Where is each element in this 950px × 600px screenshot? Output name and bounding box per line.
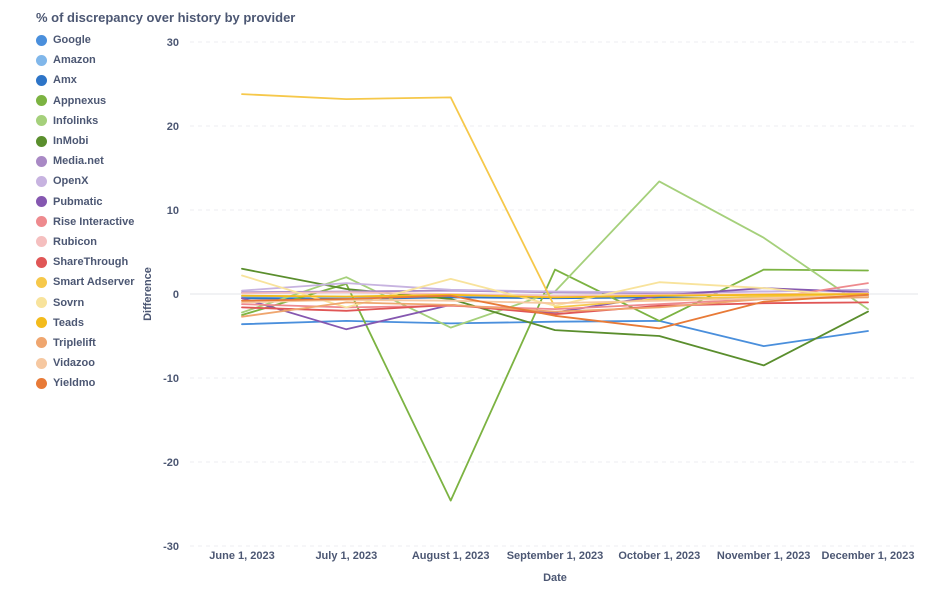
- x-tick-label: July 1, 2023: [315, 550, 377, 562]
- x-tick-label: August 1, 2023: [412, 550, 490, 562]
- legend-label: Vidazoo: [53, 357, 95, 370]
- y-tick-label: -20: [163, 457, 179, 469]
- legend-dot-icon: [36, 236, 47, 248]
- y-tick-label: 30: [167, 37, 179, 49]
- series-line-teads[interactable]: [241, 293, 869, 299]
- legend-label: ShareThrough: [53, 256, 129, 269]
- series-line-sovrn[interactable]: [241, 274, 869, 309]
- x-tick-label: September 1, 2023: [507, 550, 604, 562]
- legend-item-amazon[interactable]: Amazon: [36, 50, 135, 70]
- legend-label: Media.net: [53, 155, 104, 168]
- legend-label: Amazon: [53, 54, 96, 67]
- y-axis-label: Difference: [142, 267, 154, 321]
- legend-dot-icon: [36, 155, 47, 167]
- x-tick-label: October 1, 2023: [618, 550, 700, 562]
- legend-item-rise-interactive[interactable]: Rise Interactive: [36, 212, 135, 232]
- legend-item-vidazoo[interactable]: Vidazoo: [36, 353, 135, 373]
- chart-title: % of discrepancy over history by provide…: [36, 10, 296, 25]
- y-tick-label: 10: [167, 205, 179, 217]
- legend: Google Amazon Amx Appnexus Infolinks InMobi Me…: [36, 30, 135, 393]
- legend-dot-icon: [36, 54, 47, 66]
- legend-dot-icon: [36, 196, 47, 208]
- legend-label: Sovrn: [53, 296, 85, 309]
- x-axis-label: Date: [543, 572, 567, 584]
- legend-dot-icon: [36, 337, 47, 349]
- legend-label: Rubicon: [53, 235, 97, 248]
- legend-dot-icon: [36, 297, 47, 309]
- legend-dot-icon: [36, 216, 47, 228]
- legend-label: OpenX: [53, 175, 89, 188]
- legend-dot-icon: [36, 317, 47, 329]
- legend-label: Yieldmo: [53, 377, 96, 390]
- legend-dot-icon: [36, 135, 47, 147]
- legend-item-inmobi[interactable]: InMobi: [36, 131, 135, 151]
- legend-label: InMobi: [53, 135, 89, 148]
- legend-label: Appnexus: [53, 94, 107, 107]
- legend-item-appnexus[interactable]: Appnexus: [36, 91, 135, 111]
- y-tick-label: 0: [173, 289, 179, 301]
- series-line-inmobi[interactable]: [241, 267, 869, 367]
- legend-item-teads[interactable]: Teads: [36, 313, 135, 333]
- y-tick-label: -10: [163, 373, 179, 385]
- legend-item-sharethrough[interactable]: ShareThrough: [36, 252, 135, 272]
- legend-label: Smart Adserver: [53, 276, 135, 289]
- legend-label: Rise Interactive: [53, 215, 135, 228]
- legend-label: Triplelift: [53, 336, 96, 349]
- legend-label: Amx: [53, 74, 77, 87]
- legend-dot-icon: [36, 256, 47, 268]
- legend-item-triplelift[interactable]: Triplelift: [36, 333, 135, 353]
- gridlines: [190, 41, 918, 547]
- legend-dot-icon: [36, 34, 47, 46]
- legend-item-pubmatic[interactable]: Pubmatic: [36, 192, 135, 212]
- legend-dot-icon: [36, 276, 47, 288]
- legend-item-smart-adserver[interactable]: Smart Adserver: [36, 272, 135, 292]
- x-tick-label: June 1, 2023: [209, 550, 274, 562]
- legend-dot-icon: [36, 175, 47, 187]
- legend-label: Teads: [53, 316, 84, 329]
- legend-dot-icon: [36, 115, 47, 127]
- legend-label: Google: [53, 34, 91, 47]
- y-tick-label: 20: [167, 121, 179, 133]
- legend-item-infolinks[interactable]: Infolinks: [36, 111, 135, 131]
- x-tick-label: November 1, 2023: [717, 550, 811, 562]
- legend-dot-icon: [36, 377, 47, 389]
- legend-label: Pubmatic: [53, 195, 103, 208]
- legend-dot-icon: [36, 95, 47, 107]
- series-line-openx[interactable]: [241, 282, 869, 294]
- legend-item-sovrn[interactable]: Sovrn: [36, 292, 135, 312]
- legend-item-amx[interactable]: Amx: [36, 70, 135, 90]
- legend-item-openx[interactable]: OpenX: [36, 171, 135, 191]
- legend-dot-icon: [36, 74, 47, 86]
- y-tick-label: -30: [163, 541, 179, 553]
- series-line-sharethrough[interactable]: [241, 301, 869, 316]
- x-tick-label: December 1, 2023: [822, 550, 915, 562]
- legend-item-google[interactable]: Google: [36, 30, 135, 50]
- legend-dot-icon: [36, 357, 47, 369]
- legend-item-rubicon[interactable]: Rubicon: [36, 232, 135, 252]
- series-line-google[interactable]: [241, 319, 869, 348]
- series-line-smart-adserver[interactable]: [241, 93, 869, 309]
- series-line-yieldmo[interactable]: [241, 293, 869, 330]
- y-axis-ticks: 30 20 10 0 -10 -20 -30: [163, 37, 179, 553]
- series-lines: [241, 93, 869, 502]
- legend-label: Infolinks: [53, 114, 99, 127]
- legend-item-yieldmo[interactable]: Yieldmo: [36, 373, 135, 393]
- legend-item-media-net[interactable]: Media.net: [36, 151, 135, 171]
- x-axis-ticks: June 1, 2023 July 1, 2023 August 1, 2023 Se…: [209, 550, 914, 562]
